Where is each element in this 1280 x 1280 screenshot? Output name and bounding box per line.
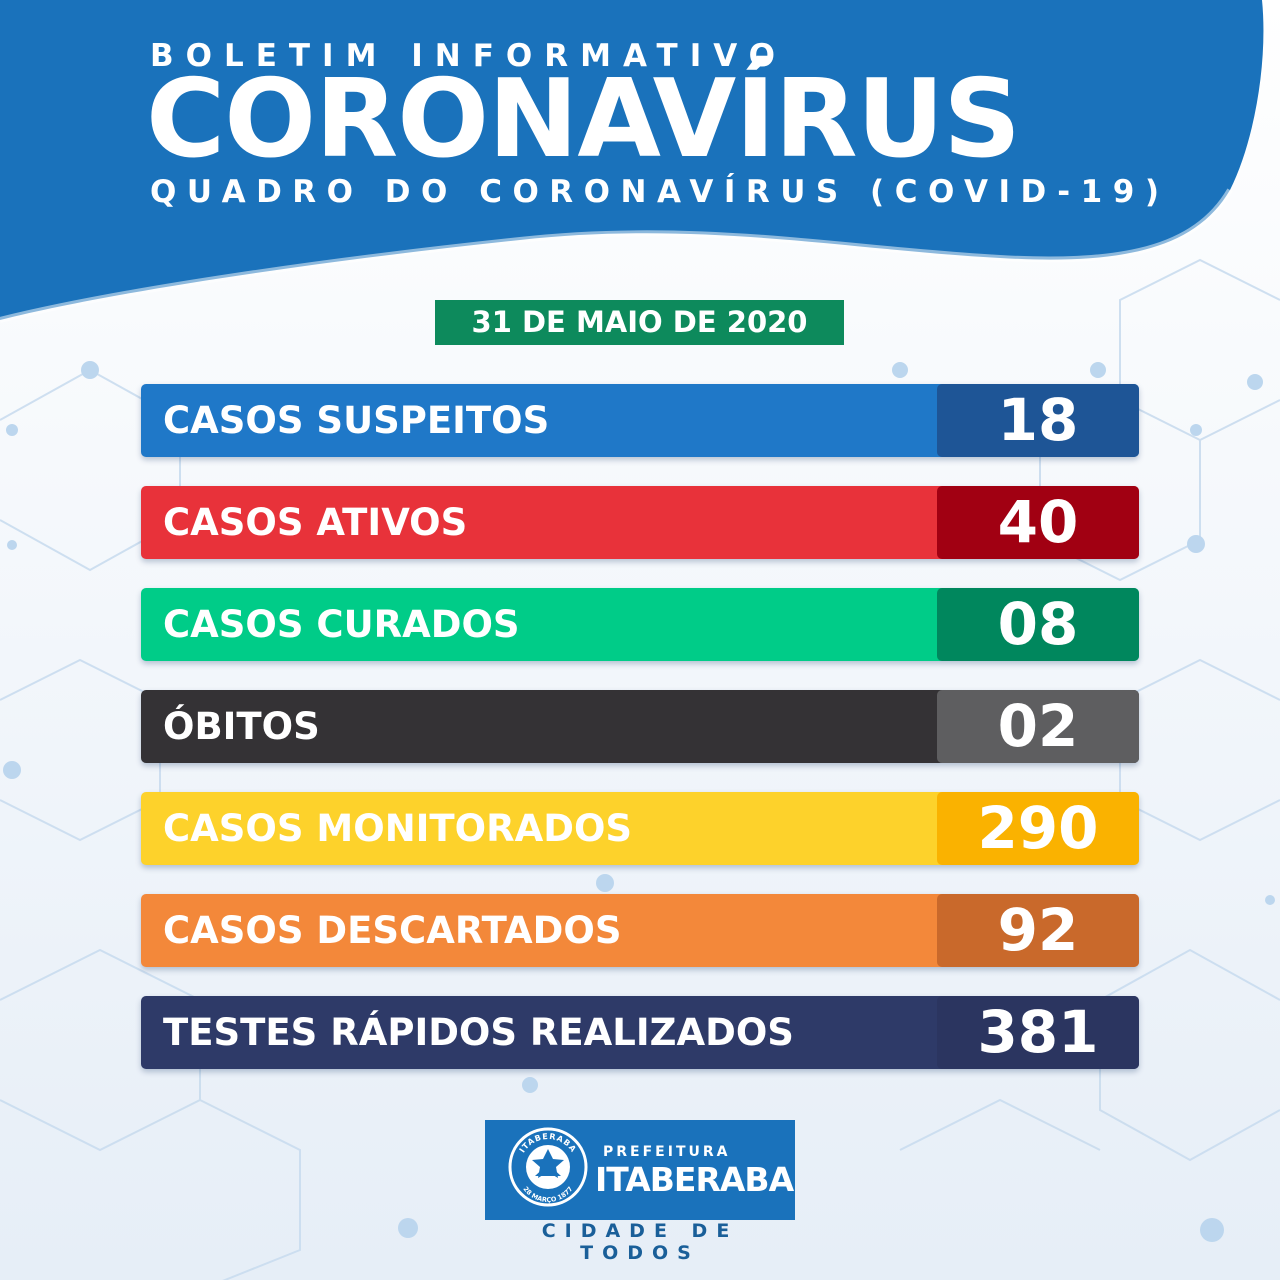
stat-row-obitos: ÓBITOS 02: [141, 690, 1139, 763]
date-badge: 31 DE MAIO DE 2020: [435, 300, 844, 345]
stat-row-testes: TESTES RÁPIDOS REALIZADOS 381: [141, 996, 1139, 1069]
stat-row-ativos: CASOS ATIVOS 40: [141, 486, 1139, 559]
stat-value: 08: [937, 588, 1139, 661]
stat-label: CASOS SUSPEITOS: [163, 399, 550, 442]
stat-label: TESTES RÁPIDOS REALIZADOS: [163, 1011, 794, 1054]
stat-row-monitorados: CASOS MONITORADOS 290: [141, 792, 1139, 865]
stat-label: ÓBITOS: [163, 705, 320, 748]
stat-value: 381: [937, 996, 1139, 1069]
stat-value: 40: [937, 486, 1139, 559]
header-kicker: BOLETIM INFORMATIVO: [150, 38, 788, 74]
prefeitura-logo: ITABERABA 28 MARÇO 1877 PREFEITURA ITABE…: [485, 1120, 795, 1220]
city-seal-icon: ITABERABA 28 MARÇO 1877: [508, 1127, 588, 1207]
header-wave: [0, 0, 1264, 320]
stat-row-curados: CASOS CURADOS 08: [141, 588, 1139, 661]
stat-label: CASOS CURADOS: [163, 603, 520, 646]
stat-label: CASOS MONITORADOS: [163, 807, 633, 850]
stat-row-descartados: CASOS DESCARTADOS 92: [141, 894, 1139, 967]
stat-value: 02: [937, 690, 1139, 763]
stat-label: CASOS ATIVOS: [163, 501, 468, 544]
logo-city-name: ITABERABA: [595, 1160, 794, 1199]
stat-value: 18: [937, 384, 1139, 457]
stat-value: 290: [937, 792, 1139, 865]
stat-row-suspeitos: CASOS SUSPEITOS 18: [141, 384, 1139, 457]
stat-value: 92: [937, 894, 1139, 967]
stat-label: CASOS DESCARTADOS: [163, 909, 622, 952]
header-title: CORONAVÍRUS: [146, 57, 1021, 182]
logo-slogan: CIDADE DE TODOS: [541, 1220, 739, 1264]
header-subtitle: QUADRO DO CORONAVÍRUS (COVID-19): [150, 174, 1170, 210]
logo-prefeitura-text: PREFEITURA: [603, 1144, 731, 1160]
